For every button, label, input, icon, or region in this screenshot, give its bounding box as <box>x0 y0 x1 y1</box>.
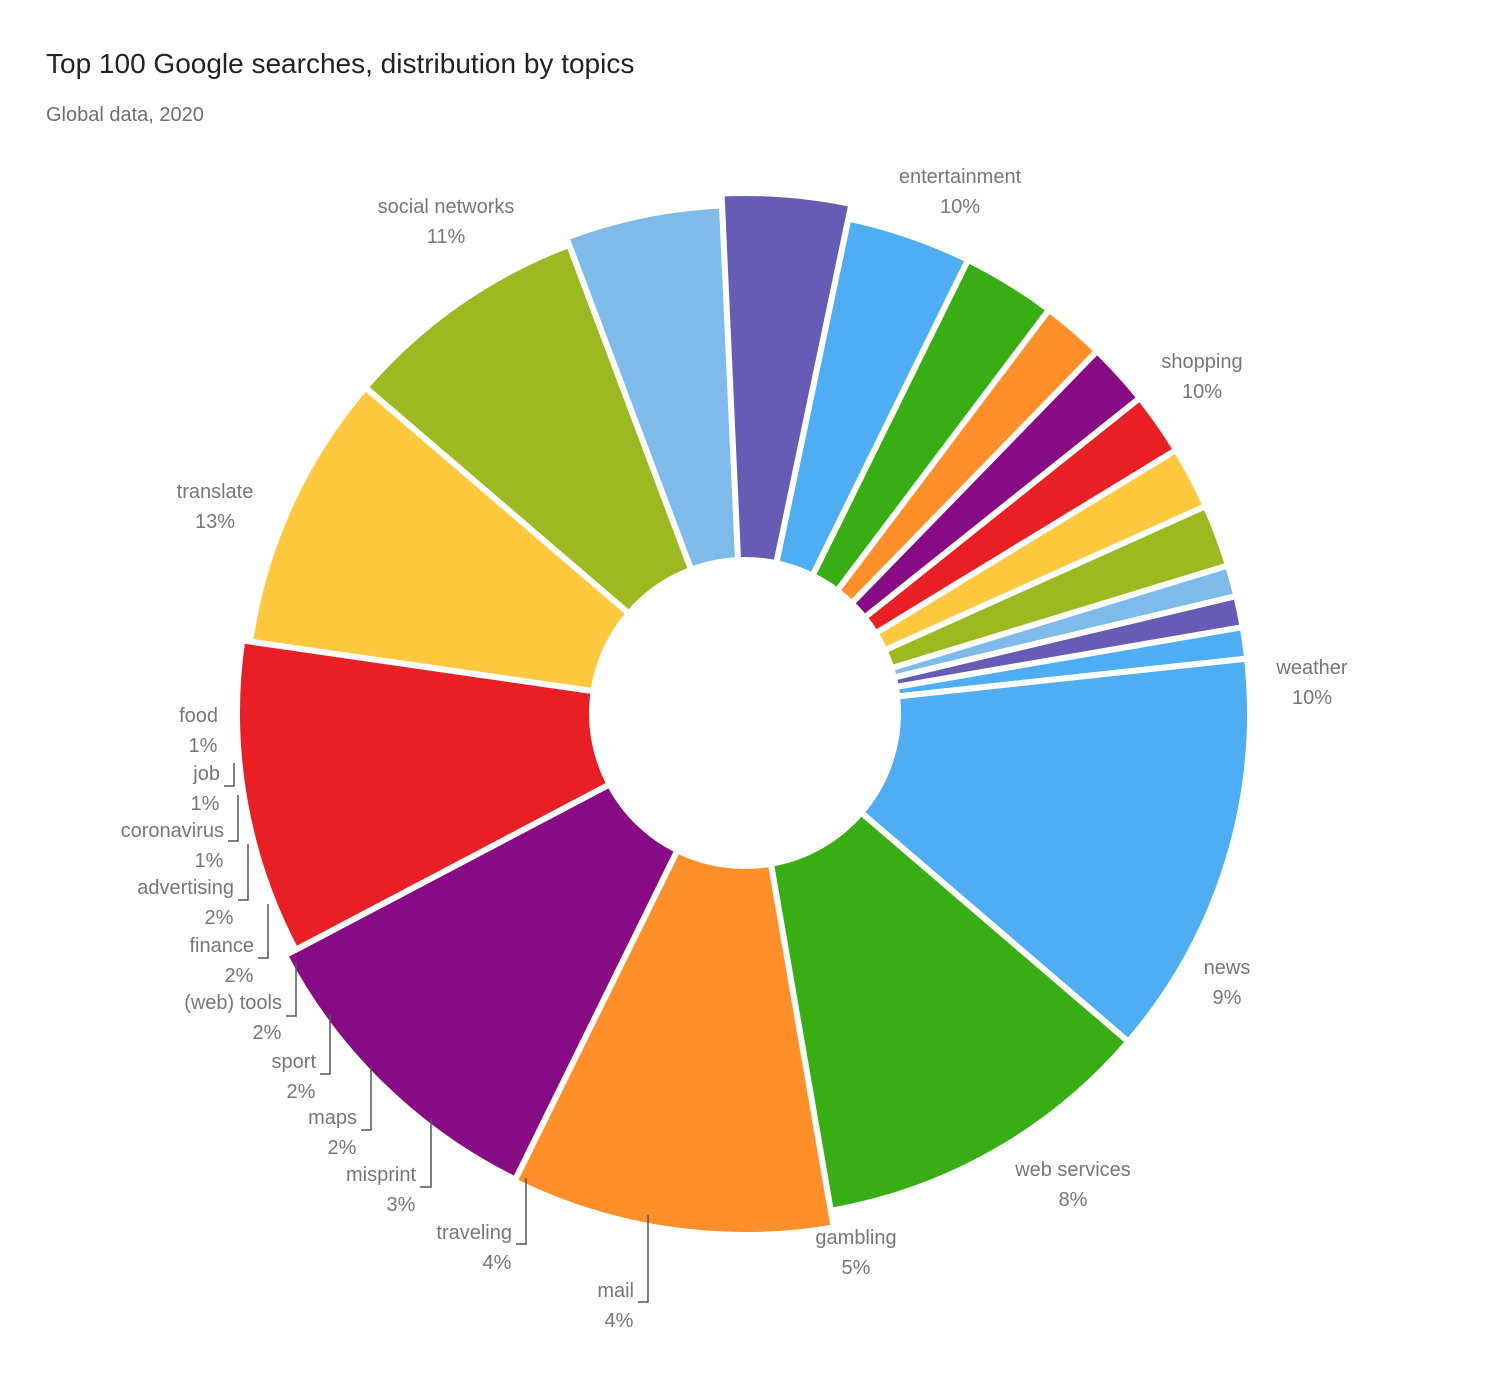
leader-line-traveling <box>516 1178 527 1245</box>
slice-weather <box>234 637 613 953</box>
leader-line-advertising <box>238 844 249 901</box>
slice-label-sport: sport <box>272 1051 317 1073</box>
slice-label-social-networks: social networks <box>378 196 515 218</box>
slice-label-advertising: advertising <box>137 877 234 899</box>
slice-value-web-services: 8% <box>1059 1189 1088 1211</box>
leader-line-web-tools <box>286 962 297 1017</box>
slice-social-networks <box>768 809 1132 1214</box>
slice-label-misprint: misprint <box>346 1164 416 1186</box>
leader-line-misprint <box>420 1118 432 1188</box>
slice-label-web-services: web services <box>1014 1159 1131 1181</box>
slice-value-web-tools: 2% <box>253 1022 282 1044</box>
slice-translate <box>858 655 1253 1045</box>
slice-label-entertainment: entertainment <box>899 166 1022 188</box>
slice-label-translate: translate <box>177 481 254 503</box>
slice-value-finance: 2% <box>225 965 254 987</box>
slice-value-entertainment: 10% <box>940 196 980 218</box>
slice-news <box>247 384 632 695</box>
slice-label-weather: weather <box>1275 657 1347 679</box>
slice-label-shopping: shopping <box>1161 351 1242 373</box>
leader-line-finance <box>258 904 269 959</box>
slice-label-maps: maps <box>308 1107 357 1129</box>
slice-label-finance: finance <box>190 935 255 957</box>
slice-value-sport: 2% <box>287 1081 316 1103</box>
slice-label-traveling: traveling <box>436 1222 512 1244</box>
slice-value-misprint: 3% <box>387 1194 416 1216</box>
leader-line-job <box>224 763 235 787</box>
slice-label-mail: mail <box>597 1280 634 1302</box>
chart-title: Top 100 Google searches, distribution by… <box>46 48 635 79</box>
leader-line-maps <box>361 1066 372 1131</box>
slice-value-mail: 4% <box>605 1310 634 1332</box>
slice-label-gambling: gambling <box>815 1227 896 1249</box>
slice-value-shopping: 10% <box>1182 381 1222 403</box>
slice-label-news: news <box>1204 957 1251 979</box>
chart-subtitle: Global data, 2020 <box>46 104 204 126</box>
slice-label-job: job <box>192 763 220 785</box>
slice-value-gambling: 5% <box>842 1257 871 1279</box>
slice-value-weather: 10% <box>1292 687 1332 709</box>
slice-value-traveling: 4% <box>483 1252 512 1274</box>
leader-line-coronavirus <box>228 795 239 842</box>
slice-mail <box>718 190 855 567</box>
slice-entertainment <box>511 847 837 1238</box>
slice-value-coronavirus: 1% <box>195 850 224 872</box>
slice-value-job: 1% <box>191 793 220 815</box>
leader-line-sport <box>320 1014 331 1075</box>
slice-value-food: 1% <box>189 735 218 757</box>
slice-label-web-tools: (web) tools <box>184 992 282 1014</box>
slice-value-maps: 2% <box>328 1137 357 1159</box>
slice-value-social-networks: 11% <box>427 226 466 248</box>
slice-shopping <box>281 781 681 1183</box>
slice-value-advertising: 2% <box>205 907 234 929</box>
slice-value-news: 9% <box>1213 987 1242 1009</box>
leader-line-mail <box>638 1215 649 1303</box>
slice-web-services <box>362 241 695 617</box>
slice-label-coronavirus: coronavirus <box>121 820 224 842</box>
slice-label-food: food <box>179 705 218 727</box>
slice-value-translate: 13% <box>195 511 235 533</box>
